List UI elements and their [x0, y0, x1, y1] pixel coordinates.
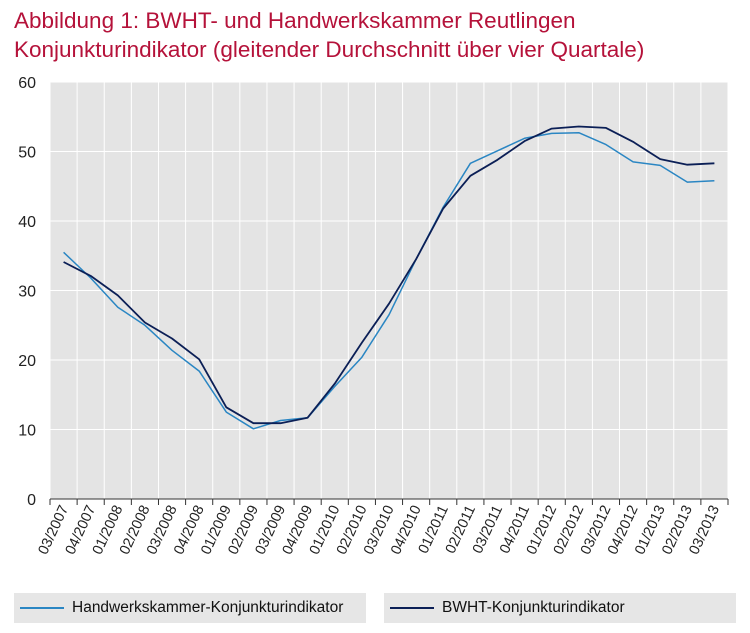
legend-swatch-handwerkskammer — [20, 607, 64, 609]
y-tick-label: 0 — [27, 492, 36, 509]
y-tick-label: 10 — [18, 423, 36, 440]
x-axis: 03/200704/200701/200802/200803/200804/20… — [36, 498, 729, 557]
y-tick-label: 60 — [18, 75, 36, 92]
chart-title-line-1: Abbildung 1: BWHT- und Handwerkskammer R… — [14, 8, 576, 33]
y-axis: 0 10 20 30 40 50 60 — [18, 75, 36, 509]
legend-item-bwht: BWHT-Konjunkturindikator — [384, 593, 736, 623]
chart-title-line-2: Konjunkturindikator (gleitender Durchsch… — [14, 37, 645, 62]
y-tick-label: 40 — [18, 214, 36, 231]
series-line-bwht — [63, 125, 715, 425]
y-tick-label: 50 — [18, 145, 36, 162]
legend-item-handwerkskammer: Handwerkskammer-Konjunkturindikator — [14, 593, 366, 623]
legend: Handwerkskammer-Konjunkturindikator BWHT… — [14, 593, 736, 623]
chart-title: Abbildung 1: BWHT- und Handwerkskammer R… — [14, 6, 644, 64]
y-tick-label: 30 — [18, 284, 36, 301]
y-tick-label: 20 — [18, 353, 36, 370]
legend-swatch-bwht — [390, 607, 434, 609]
legend-label-handwerkskammer: Handwerkskammer-Konjunkturindikator — [72, 599, 344, 616]
series-line-handwerkskammer — [63, 131, 715, 430]
series-group — [63, 125, 715, 430]
legend-label-bwht: BWHT-Konjunkturindikator — [442, 599, 625, 616]
grid — [49, 81, 729, 499]
